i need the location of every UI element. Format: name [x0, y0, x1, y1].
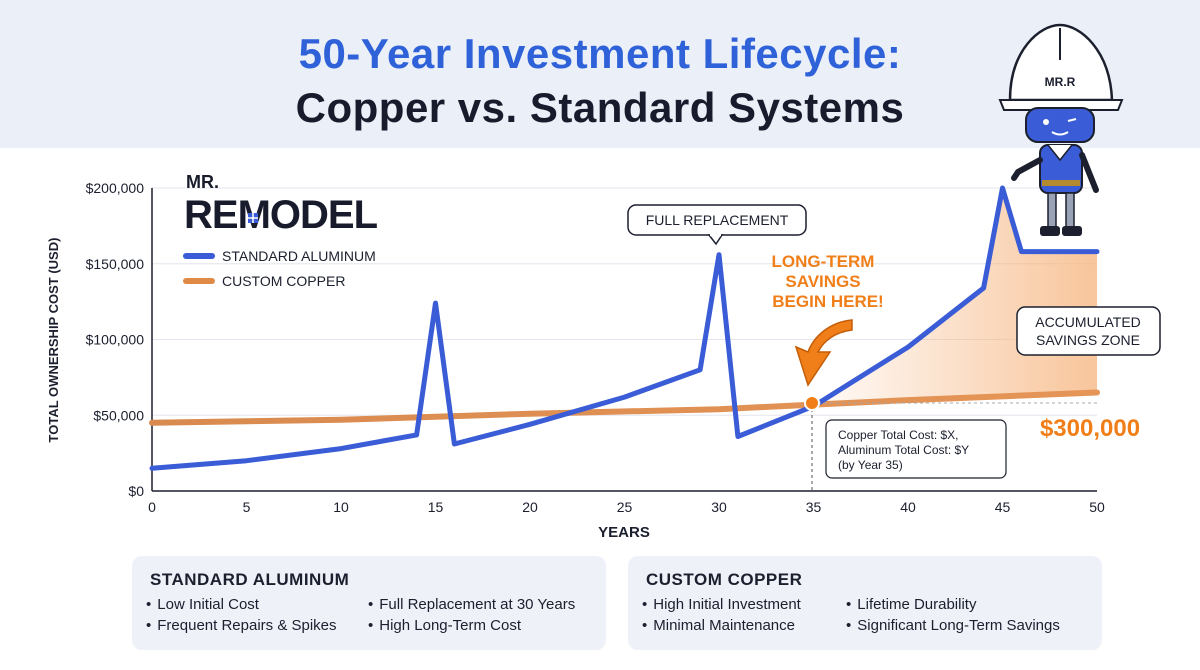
hard-hat-text: MR.R	[1045, 75, 1076, 89]
legend: STANDARD ALUMINUM CUSTOM COPPER	[183, 248, 376, 289]
copper-summary-panel: CUSTOM COPPER High Initial Investment Li…	[628, 556, 1102, 650]
crossover-tooltip: Copper Total Cost: $X, Aluminum Total Co…	[825, 419, 1007, 479]
aluminum-summary-panel: STANDARD ALUMINUM Low Initial Cost Full …	[132, 556, 606, 650]
brand-logo: MR. REMODEL	[184, 172, 379, 237]
grid-lines	[152, 187, 1097, 416]
aluminum-panel-title: STANDARD ALUMINUM	[150, 570, 350, 589]
aluminum-bullet: Low Initial Cost	[146, 596, 259, 613]
x-tick-label: 40	[900, 499, 916, 515]
legend-label-copper: CUSTOM COPPER	[222, 273, 345, 289]
x-tick-label: 15	[428, 499, 444, 515]
crossover-point	[804, 395, 820, 411]
aluminum-bullet: Full Replacement at 30 Years	[368, 596, 575, 613]
aluminum-bullet: Frequent Repairs & Spikes	[146, 617, 336, 634]
x-tick-label: 50	[1089, 499, 1105, 515]
x-axis-label: YEARS	[598, 524, 650, 541]
savings-begin-line-1: LONG-TERM	[772, 252, 875, 271]
legend-label-aluminum: STANDARD ALUMINUM	[222, 248, 376, 264]
x-tick-label: 30	[711, 499, 727, 515]
y-tick-label: $0	[128, 483, 144, 499]
mascot-robot: MR.R	[998, 23, 1124, 236]
robot-pointing-arm	[1011, 157, 1043, 181]
lifecycle-chart: $0 $50,000 $100,000 $150,000 $200,000 0 5 10 15…	[46, 23, 1161, 541]
y-tick-label: $100,000	[86, 332, 145, 348]
copper-bullet: Significant Long-Term Savings	[846, 617, 1060, 634]
x-tick-label: 5	[243, 499, 251, 515]
aluminum-bullet: High Long-Term Cost	[368, 617, 521, 634]
hard-hat-icon	[1008, 23, 1114, 102]
robot-face	[1025, 107, 1095, 143]
x-tick-label: 10	[333, 499, 349, 515]
y-tick-label: $150,000	[86, 256, 145, 272]
logo-prefix: MR.	[186, 172, 219, 192]
y-tick-label: $200,000	[86, 180, 145, 196]
x-tick-label: 25	[617, 499, 633, 515]
x-tick-label: 0	[148, 499, 156, 515]
title-banner: 50-Year Investment Lifecycle: Copper vs.…	[0, 0, 1200, 148]
series-line-copper	[149, 389, 1100, 426]
savings-begin-callout: LONG-TERM SAVINGS BEGIN HERE!	[772, 252, 884, 387]
copper-bullet: Minimal Maintenance	[642, 617, 795, 634]
copper-panel-title: CUSTOM COPPER	[646, 570, 803, 589]
y-tick-labels: $0 $50,000 $100,000 $150,000 $200,000	[86, 180, 145, 499]
full-replacement-label: FULL REPLACEMENT	[646, 212, 789, 228]
tooltip-line-2: Aluminum Total Cost: $Y	[838, 443, 969, 457]
copper-bullet: High Initial Investment	[642, 596, 801, 613]
savings-begin-line-3: BEGIN HERE!	[772, 292, 883, 311]
copper-bullet: Lifetime Durability	[846, 596, 976, 613]
y-tick-label: $50,000	[93, 407, 144, 423]
title-line-2: Copper vs. Standard Systems	[295, 84, 905, 131]
savings-zone-line-1: ACCUMULATED	[1035, 314, 1141, 330]
x-tick-label: 35	[806, 499, 822, 515]
logo-wordmark: REMODEL	[184, 193, 378, 237]
full-replacement-callout: FULL REPLACEMENT	[627, 204, 807, 246]
savings-begin-line-2: SAVINGS	[785, 272, 860, 291]
savings-zone-line-2: SAVINGS ZONE	[1036, 332, 1140, 348]
title-line-1: 50-Year Investment Lifecycle:	[298, 30, 902, 77]
y-axis-label: TOTAL OWNERSHIP COST (USD)	[46, 238, 61, 443]
series-line-aluminum	[149, 185, 1100, 471]
savings-amount: $300,000	[1040, 415, 1140, 442]
x-tick-label: 45	[995, 499, 1011, 515]
tooltip-line-3: (by Year 35)	[838, 458, 903, 472]
savings-zone-callout: ACCUMULATED SAVINGS ZONE	[1016, 306, 1161, 356]
x-tick-labels: 0 5 10 15 20 25 30 35 40 45 50	[148, 499, 1105, 515]
x-tick-label: 20	[522, 499, 538, 515]
tooltip-line-1: Copper Total Cost: $X,	[838, 428, 959, 442]
logo-window-icon	[248, 213, 258, 223]
savings-arrow-icon	[794, 319, 853, 387]
